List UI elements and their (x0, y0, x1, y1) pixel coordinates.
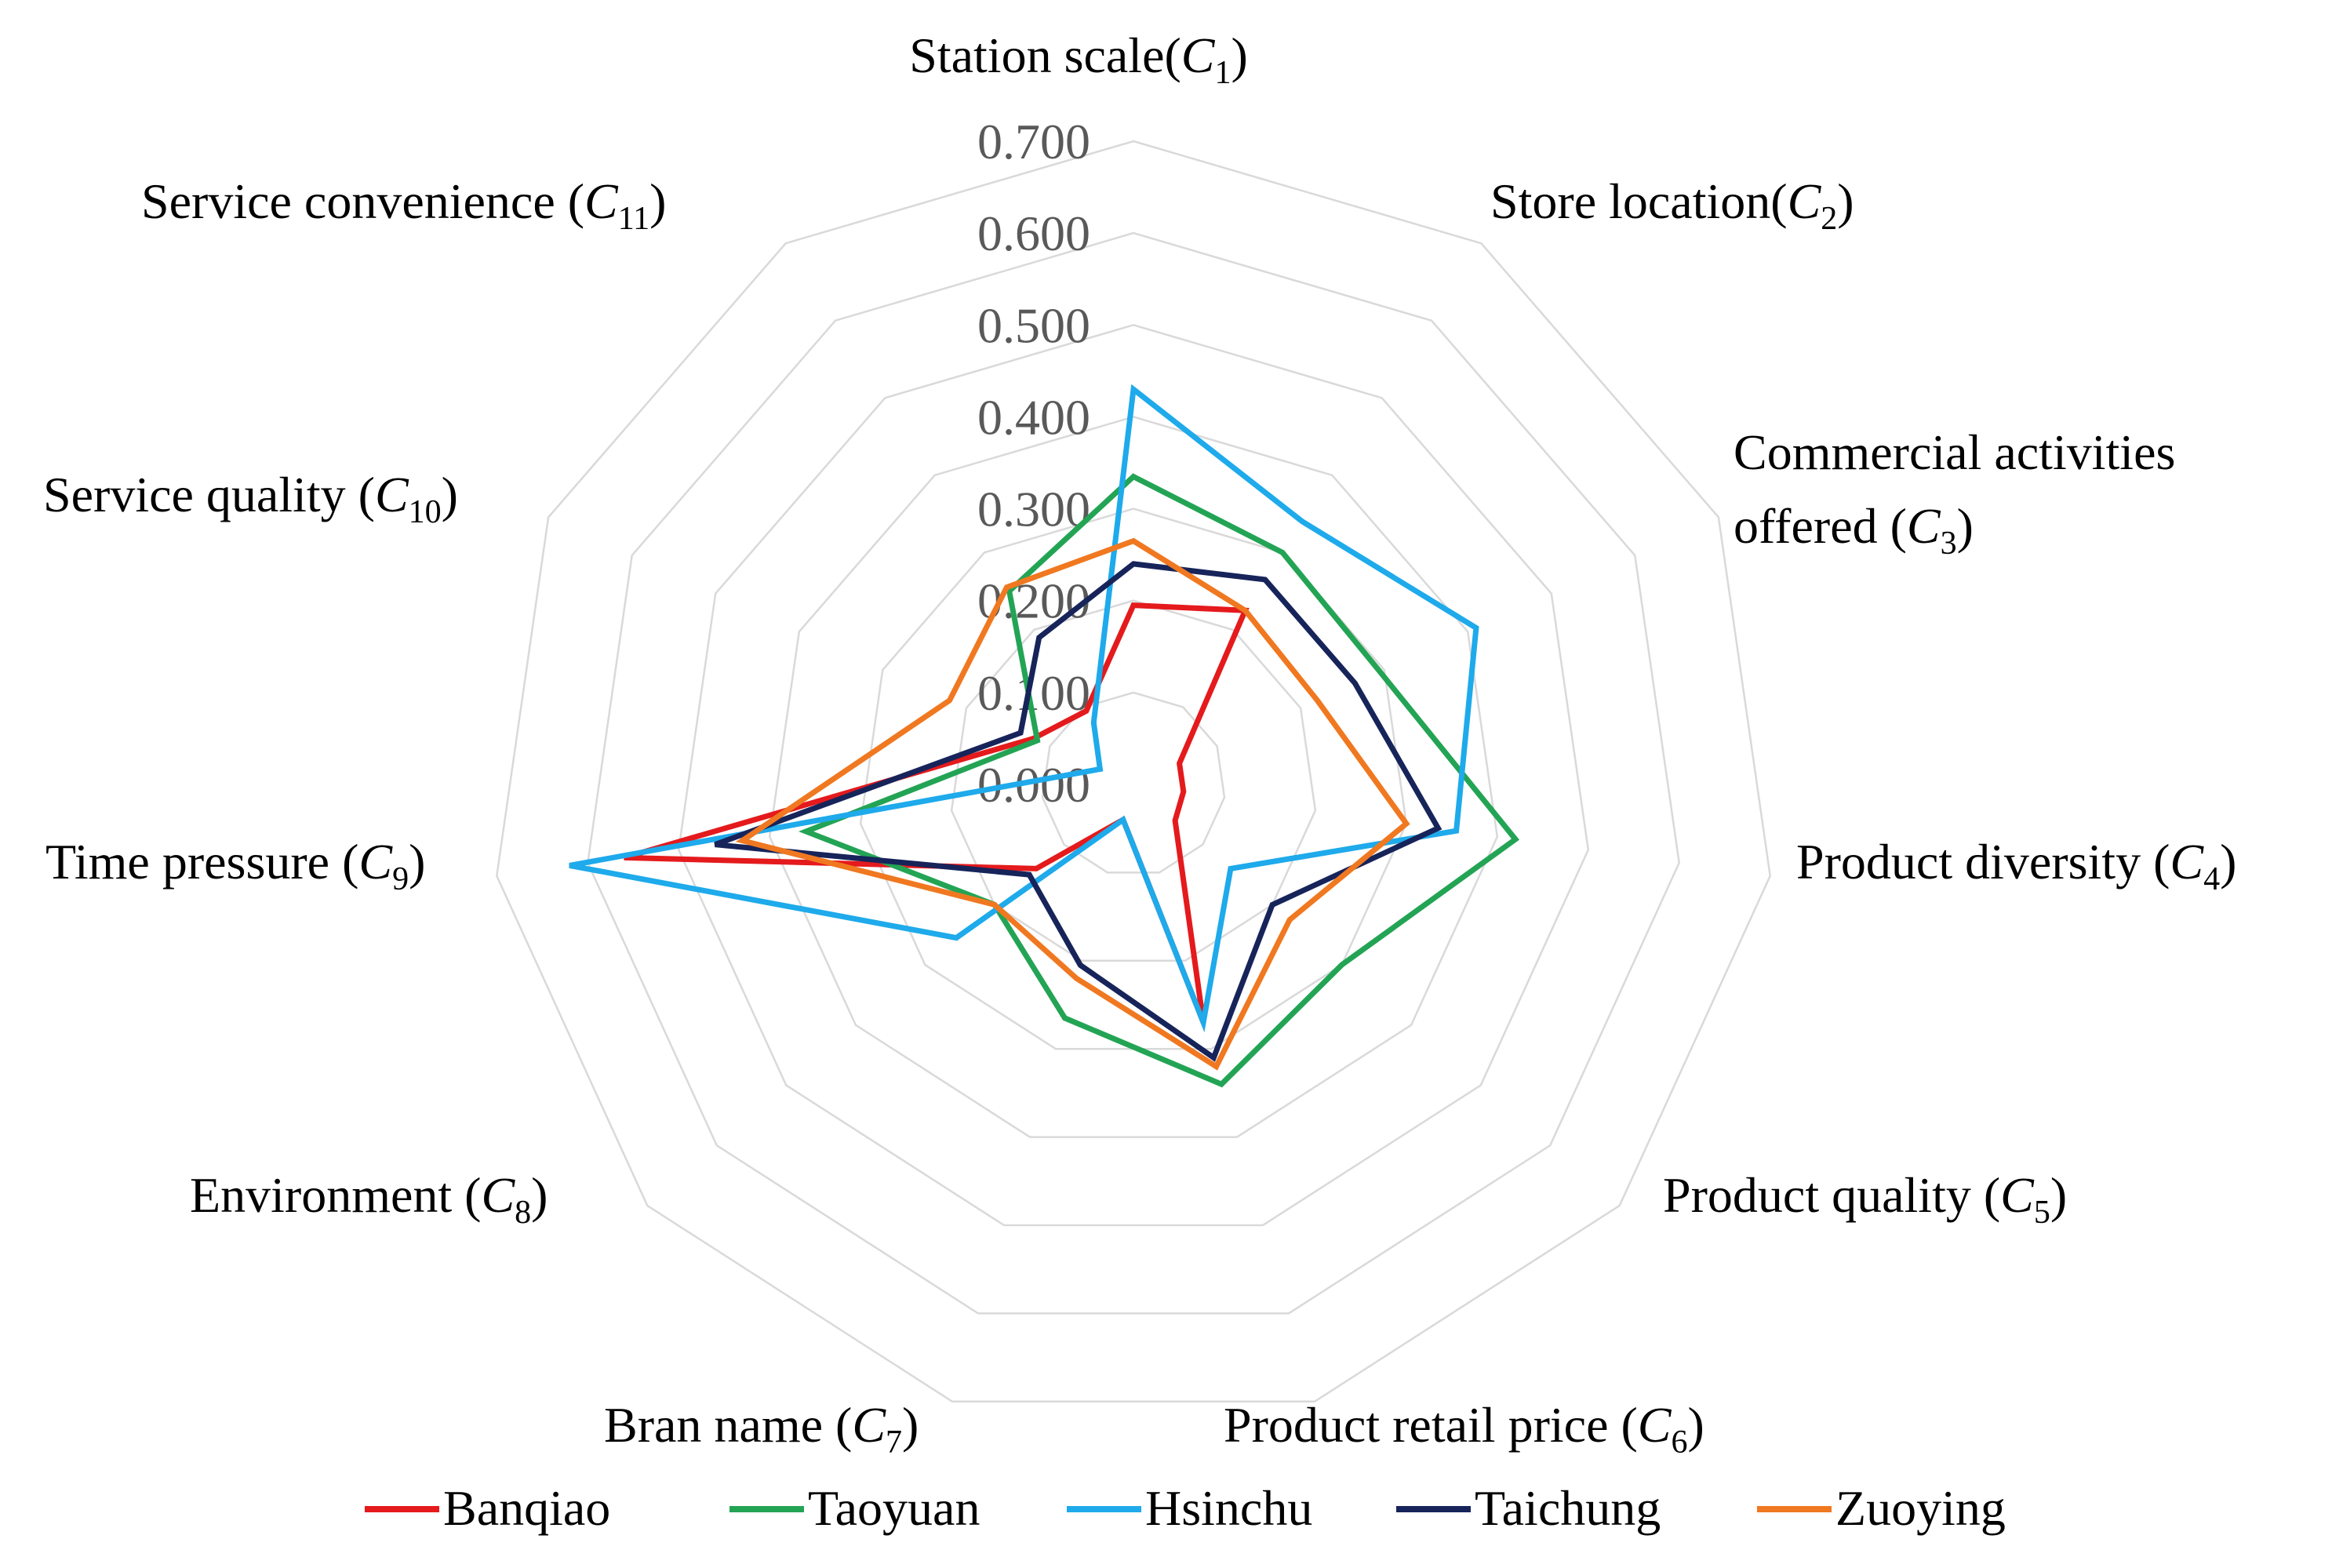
axis-label-c6: Product retail price (C6) (1224, 1397, 1704, 1461)
axis-label-name: Product quality (1663, 1167, 1984, 1223)
axis-label-subscript: 7 (886, 1424, 902, 1461)
grid-ring (768, 416, 1499, 1138)
grid-ring (496, 140, 1771, 1403)
grid-ring (950, 599, 1317, 962)
axis-label-symbol: C (584, 173, 619, 229)
grid-ring (587, 231, 1680, 1315)
axis-label-name: Product retail price (1224, 1397, 1621, 1453)
axis-label-subscript: 10 (409, 494, 442, 530)
axis-label-paren-open: ( (568, 173, 584, 229)
tick-label: 0.700 (977, 114, 1090, 169)
axis-label-subscript: 1 (1214, 55, 1231, 91)
axis-label-c3-line2: offered (C3) (1734, 498, 1974, 562)
tick-label: 0.300 (977, 482, 1090, 537)
axis-label-c5: Product quality (C5) (1663, 1167, 2067, 1231)
axis-label-paren-close: ) (409, 834, 425, 890)
legend-label-hsinchu: Hsinchu (1145, 1480, 1312, 1536)
axis-label-paren-open: ( (358, 467, 375, 522)
axis-label-name: Service convenience (141, 173, 568, 229)
tick-label: 0.600 (977, 206, 1090, 261)
tick-label: 0.400 (977, 389, 1090, 445)
axis-label-symbol: C (358, 834, 393, 890)
axis-label-subscript: 9 (392, 861, 409, 897)
axis-label-symbol: C (375, 467, 409, 522)
axis-label-name: Bran name (604, 1397, 835, 1453)
axis-label-c10: Service quality (C10) (43, 467, 458, 530)
legend-label-taichung: Taichung (1475, 1480, 1661, 1536)
axis-label-paren-close: ) (531, 1167, 548, 1223)
axis-label-c3: Commercial activities (1734, 424, 2175, 480)
axis-label-subscript: 6 (1671, 1424, 1687, 1461)
series-line-taichung (714, 561, 1442, 1062)
axis-label-paren-close: ) (2050, 1167, 2067, 1223)
axis-label-symbol: C (481, 1167, 515, 1223)
legend-label-banqiao: Banqiao (443, 1480, 610, 1536)
axis-label-paren-open: ( (1770, 173, 1787, 229)
axis-label-paren-close: ) (1837, 173, 1854, 229)
axis-label-symbol: C (1638, 1397, 1672, 1453)
legend-label-taoyuan: Taoyuan (808, 1480, 980, 1536)
radar-grid (496, 140, 1771, 1403)
axis-label-paren-close: ) (1231, 27, 1247, 83)
axis-label-name: Product diversity (1796, 834, 2153, 890)
axis-label-paren-open: ( (835, 1397, 852, 1453)
legend-label-zuoying: Zuoying (1835, 1480, 2006, 1536)
tick-label: 0.000 (977, 757, 1090, 813)
axis-label-symbol: C (852, 1397, 886, 1453)
axis-label-subscript: 4 (2203, 861, 2220, 897)
series-line-hsinchu (569, 384, 1479, 1033)
axis-label-c9: Time pressure (C9) (45, 834, 425, 897)
axis-label-name: Station scale (909, 27, 1164, 83)
axis-label-paren-open: ( (464, 1167, 481, 1223)
axis-label-paren-open: ( (1621, 1397, 1637, 1453)
axis-label-c4: Product diversity (C4) (1796, 834, 2236, 897)
axis-label-symbol: C (2170, 834, 2204, 890)
axis-label-paren-close: ) (1687, 1397, 1704, 1453)
axis-label-symbol: C (1788, 173, 1822, 229)
axis-label-c7: Bran name (C7) (604, 1397, 919, 1461)
axis-label-paren-open: ( (1890, 498, 1907, 554)
axis-labels: Station scale(C1)Store location(C2)Comme… (43, 27, 2236, 1461)
axis-label-paren-open: ( (342, 834, 358, 890)
axis-label-name: Service quality (43, 467, 358, 522)
axis-label-paren-open: ( (2153, 834, 2170, 890)
axis-label-c8: Environment (C8) (190, 1167, 548, 1231)
tick-label: 0.500 (977, 297, 1090, 353)
axis-label-paren-close: ) (1957, 498, 1974, 554)
axis-label-paren-open: ( (1984, 1167, 2000, 1223)
axis-label-c2: Store location(C2) (1490, 173, 1854, 237)
axis-label-name: Environment (190, 1167, 464, 1223)
axis-label-c1: Station scale(C1) (909, 27, 1248, 91)
series-line-zuoying (735, 537, 1410, 1071)
axis-label-paren-close: ) (442, 467, 458, 522)
axis-label-name: Commercial activities (1734, 424, 2175, 480)
axis-label-paren-close: ) (2220, 834, 2236, 890)
data-series (569, 384, 1520, 1088)
axis-label-paren-close: ) (649, 173, 666, 229)
axis-label-name: Time pressure (45, 834, 342, 890)
axis-label-c11: Service convenience (C11) (141, 173, 666, 237)
axis-label-symbol: C (2000, 1167, 2035, 1223)
axis-label-paren-close: ) (902, 1397, 919, 1453)
axis-label-paren-open: ( (1164, 27, 1181, 83)
axis-label-symbol: C (1907, 498, 1941, 554)
grid-ring (1041, 691, 1226, 874)
axis-label-subscript: 3 (1941, 526, 1957, 562)
axis-label-subscript: 11 (618, 201, 649, 237)
tick-label: 0.200 (977, 573, 1090, 629)
legend: Banqiao Taoyuan Hsinchu Taichung Zuoying (365, 1480, 2006, 1536)
axis-label-subscript: 5 (2034, 1195, 2050, 1231)
axis-label-name: Store location (1490, 173, 1770, 229)
grid-ring (677, 323, 1590, 1227)
series-line-taoyuan (798, 473, 1520, 1088)
axis-label-subscript: 2 (1821, 201, 1837, 237)
axis-label-subscript: 8 (515, 1195, 531, 1231)
axis-label-symbol: C (1181, 27, 1216, 83)
axis-label-name-2: offered (1734, 498, 1890, 554)
